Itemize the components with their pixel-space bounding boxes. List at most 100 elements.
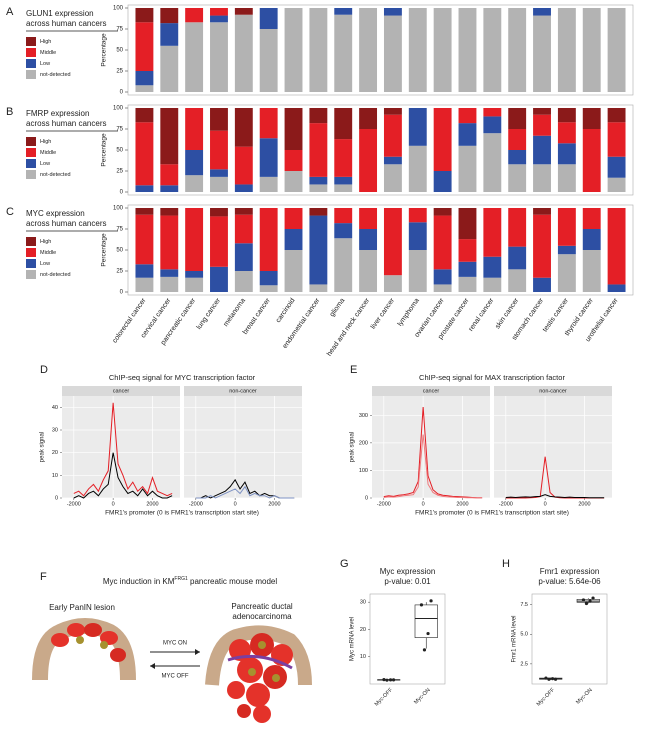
bar-segment <box>259 271 278 286</box>
legend-label: not-detected <box>40 272 71 278</box>
y-tick-label: 0 <box>120 290 124 296</box>
y-tick-label: 10 <box>360 654 366 660</box>
bar-segment <box>607 284 626 292</box>
bar-segment <box>309 284 328 292</box>
bar-segment <box>334 208 353 224</box>
bar-segment <box>185 150 204 176</box>
bar-segment <box>582 108 601 129</box>
x-tick-label: -2000 <box>499 501 513 507</box>
bar-segment <box>607 177 626 192</box>
y-tick-label: 50 <box>116 248 123 254</box>
facet-label: cancer <box>113 388 130 394</box>
y-tick-label: 0 <box>55 495 58 501</box>
bar-segment <box>359 250 378 292</box>
x-tick-label: 2000 <box>146 501 158 507</box>
bar-segment <box>607 156 626 178</box>
bar-segment <box>458 239 477 262</box>
x-tick-label: lymphoma <box>397 297 421 328</box>
bar-segment <box>185 271 204 278</box>
bar-segment <box>160 45 179 92</box>
plot-frame <box>369 593 446 685</box>
bar-segment <box>309 215 328 285</box>
bar-segment <box>508 8 527 92</box>
point <box>385 678 389 682</box>
y-tick-label: 300 <box>359 413 368 419</box>
bar-segment <box>483 108 502 117</box>
x-tick-label: 0 <box>112 501 115 507</box>
bar-segment <box>458 8 477 92</box>
legend-label: High <box>40 39 51 45</box>
chart-subtitle: p-value: 5.64e-06 <box>538 577 601 586</box>
legend-title: FMRP expression <box>26 109 89 118</box>
signal-line <box>383 406 483 499</box>
stroma <box>227 654 293 670</box>
facet-label: non-cancer <box>229 388 257 394</box>
bar-segment <box>533 8 551 16</box>
y-tick-label: 0 <box>120 190 124 196</box>
bar-segment <box>135 208 154 215</box>
x-tick-label: lung cancer <box>196 297 223 331</box>
legend-title: MYC expression <box>26 209 85 218</box>
bar-segment <box>408 208 427 223</box>
bar-segment <box>557 143 576 165</box>
bar-segment <box>533 214 551 278</box>
facet-panel <box>494 396 612 498</box>
point <box>391 678 396 682</box>
legend-label: not-detected <box>40 72 71 78</box>
signal-line <box>195 485 295 499</box>
bar-segment <box>408 8 427 92</box>
bar-segment <box>185 277 204 292</box>
y-tick-label: 20 <box>52 450 58 456</box>
bar-segment <box>135 22 154 72</box>
plot-frame <box>127 104 634 196</box>
bar-segment <box>458 123 477 146</box>
legend-swatch <box>26 237 36 246</box>
bar-segment <box>533 208 551 215</box>
bar-segment <box>557 164 576 192</box>
y-axis-label: Percentage <box>101 133 108 167</box>
bar-segment <box>433 108 452 171</box>
x-axis-label: FMR1's promoter (0 is FMR1's transcripti… <box>415 510 569 517</box>
x-tick-label: Myc-OFF <box>536 687 557 708</box>
y-tick-label: 25 <box>116 169 123 175</box>
bar-segment <box>408 222 427 250</box>
bar-segment <box>160 23 179 46</box>
bar-segment <box>210 108 228 131</box>
bar-segment <box>557 208 576 246</box>
title-sup: FRG1 <box>174 576 188 582</box>
legend-swatch <box>26 148 36 157</box>
bar-segment <box>210 266 228 292</box>
point <box>382 678 386 682</box>
bar-segment <box>210 15 228 23</box>
legend-swatch <box>26 248 36 257</box>
cell <box>253 705 271 723</box>
bar-segment <box>383 164 402 192</box>
bar-segment <box>284 8 303 92</box>
legend-title: GLUN1 expression <box>26 9 94 18</box>
y-tick-label: 100 <box>359 468 368 474</box>
bar-segment <box>383 208 402 276</box>
point <box>544 676 548 680</box>
bar-segment <box>533 135 551 165</box>
bar-segment <box>309 184 328 192</box>
x-tick-label: 2000 <box>456 501 468 507</box>
bar-segment <box>185 208 204 271</box>
legend-swatch <box>26 270 36 279</box>
bar-segment <box>334 8 353 15</box>
title-part: pancreatic mouse model <box>188 577 278 586</box>
bar-segment <box>582 8 601 92</box>
bar-segment <box>284 150 303 171</box>
point <box>581 598 586 602</box>
tumor <box>205 625 312 723</box>
plot-frame <box>531 593 608 685</box>
bar-segment <box>259 285 278 292</box>
panel-letter: A <box>6 6 14 18</box>
bar-segment <box>309 8 328 92</box>
bar-segment <box>408 145 427 192</box>
bar-segment <box>607 8 626 92</box>
x-tick-label: Myc-ON <box>413 687 432 706</box>
cell <box>246 683 270 707</box>
bar-segment <box>284 229 303 250</box>
bar-segment <box>185 8 204 23</box>
